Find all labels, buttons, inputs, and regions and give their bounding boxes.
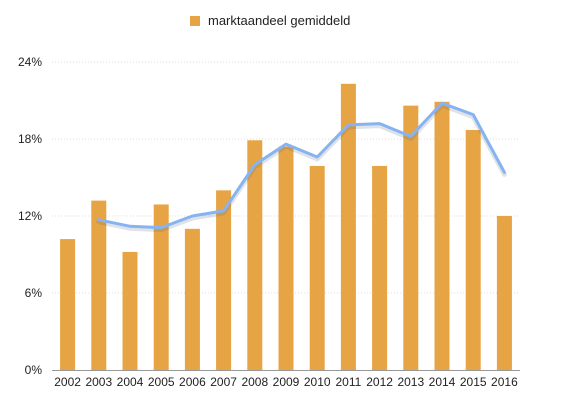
y-tick-label: 24%: [18, 55, 42, 69]
bar-2015: [465, 130, 481, 370]
bar-2009: [278, 146, 294, 370]
x-tick-label: 2008: [241, 375, 268, 389]
bar-2005: [153, 204, 169, 370]
bars: [60, 83, 512, 371]
x-tick-label: 2005: [148, 375, 175, 389]
bar-2013: [403, 105, 419, 370]
legend-label: marktaandeel gemiddeld: [208, 13, 350, 28]
bar-2012: [372, 165, 388, 370]
bar-2010: [309, 165, 325, 370]
bar-2006: [184, 228, 200, 370]
x-axis-ticks: 2002 2003 2004 2005 2006 2007 2008 2009 2010 2011…: [54, 375, 518, 389]
y-tick-label: 18%: [18, 132, 42, 146]
x-tick-label: 2003: [85, 375, 112, 389]
bar-2008: [247, 140, 263, 370]
bar-2014: [434, 101, 450, 371]
average-line-path: [97, 101, 506, 230]
bar-2003: [91, 200, 107, 370]
legend-swatch: [190, 16, 200, 26]
x-tick-label: 2011: [335, 375, 361, 389]
legend: marktaandeel gemiddeld: [190, 13, 350, 28]
x-tick-label: 2004: [117, 375, 144, 389]
y-tick-label: 6%: [25, 286, 43, 300]
x-tick-label: 2009: [273, 375, 300, 389]
x-tick-label: 2015: [460, 375, 487, 389]
x-tick-label: 2007: [210, 375, 237, 389]
x-tick-label: 2002: [54, 375, 81, 389]
average-line: [96, 101, 507, 233]
y-tick-label: 0%: [25, 363, 43, 377]
x-tick-label: 2014: [429, 375, 456, 389]
y-axis-ticks: 0% 6% 12% 18% 24%: [18, 55, 42, 377]
bar-2002: [60, 239, 76, 370]
x-tick-label: 2013: [397, 375, 424, 389]
x-tick-label: 2012: [366, 375, 393, 389]
bar-2004: [122, 251, 138, 370]
x-tick-label: 2006: [179, 375, 206, 389]
x-tick-label: 2016: [491, 375, 518, 389]
y-tick-label: 12%: [18, 209, 42, 223]
x-tick-label: 2010: [304, 375, 331, 389]
bar-2016: [496, 216, 512, 370]
bar-2011: [340, 83, 356, 371]
bar-2007: [216, 190, 232, 370]
